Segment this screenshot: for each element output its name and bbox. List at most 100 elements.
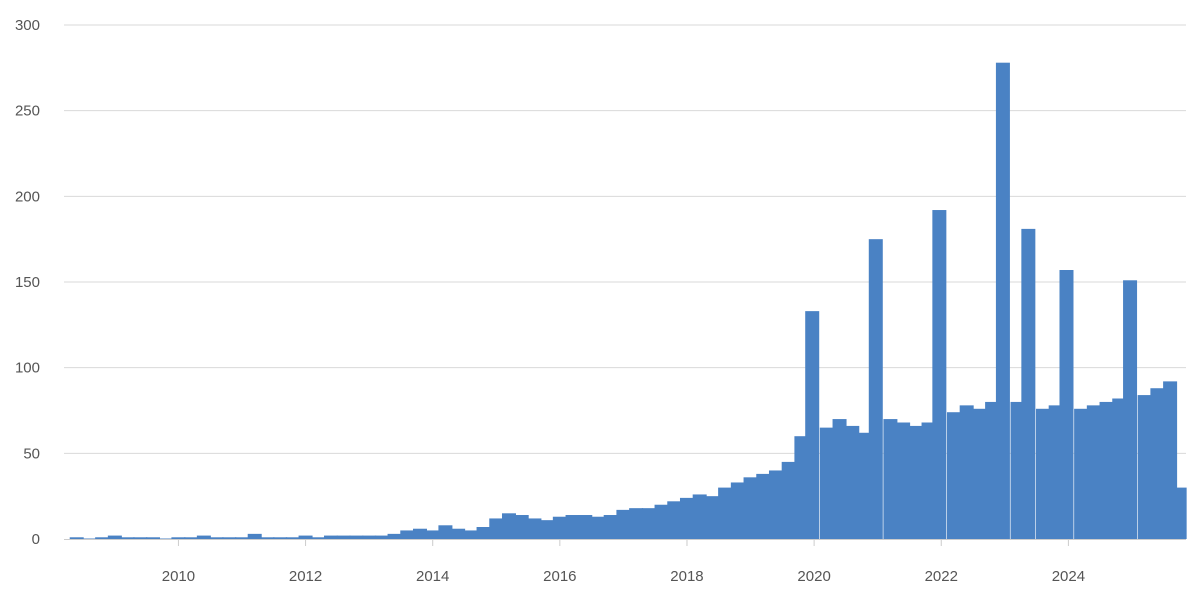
bar — [476, 527, 491, 539]
bar — [133, 537, 148, 539]
bar — [184, 537, 199, 539]
y-tick-label: 150 — [15, 274, 40, 291]
bar — [578, 515, 593, 539]
bar — [1137, 395, 1152, 539]
bar — [107, 535, 122, 539]
bars — [69, 62, 1187, 540]
bar — [298, 535, 313, 539]
bar — [412, 528, 427, 539]
bar — [387, 533, 402, 539]
bar — [374, 535, 389, 539]
bar — [921, 422, 936, 539]
bar — [692, 494, 707, 539]
bar — [805, 311, 820, 539]
bar — [362, 535, 377, 539]
bar — [234, 537, 249, 539]
bar — [1099, 401, 1114, 539]
bar — [756, 473, 771, 539]
x-tick-label: 2022 — [925, 568, 958, 585]
bar — [501, 513, 516, 539]
x-tick-label: 2024 — [1052, 568, 1085, 585]
bar — [209, 537, 224, 539]
y-tick-label: 100 — [15, 360, 40, 377]
bar — [603, 515, 618, 539]
bar — [845, 425, 860, 539]
bar — [705, 496, 720, 539]
bar — [323, 535, 338, 539]
x-tick-label: 2016 — [543, 568, 576, 585]
bar — [883, 419, 898, 539]
bar — [1035, 408, 1050, 539]
bar — [1150, 388, 1165, 539]
bar — [1112, 398, 1127, 539]
bar — [196, 535, 211, 539]
x-axis: 2010 2012 2014 2016 2018 2020 2022 2024 — [162, 539, 1085, 585]
bar — [540, 520, 555, 539]
bar — [285, 537, 300, 539]
bar — [120, 537, 135, 539]
bar — [794, 436, 809, 539]
bar — [972, 408, 987, 539]
bar — [1010, 401, 1025, 539]
x-tick-label: 2014 — [416, 568, 449, 585]
bar — [69, 537, 84, 539]
bar — [247, 533, 262, 539]
bar — [781, 461, 796, 539]
bar — [995, 62, 1010, 540]
bar — [857, 432, 872, 539]
bar — [959, 405, 974, 539]
bar — [463, 530, 478, 539]
bar — [1059, 270, 1074, 539]
bar — [667, 501, 682, 539]
bar — [908, 425, 923, 539]
bar — [718, 487, 733, 539]
bar — [654, 504, 669, 539]
bar — [768, 470, 783, 539]
bar — [565, 515, 580, 539]
bar — [349, 535, 364, 539]
bar — [336, 535, 351, 539]
grid-lines — [64, 24, 1186, 454]
bar — [896, 422, 911, 539]
y-tick-label: 300 — [15, 17, 40, 34]
bar — [1086, 405, 1101, 539]
bar — [743, 477, 758, 539]
bar — [552, 516, 567, 539]
x-tick-label: 2010 — [162, 568, 195, 585]
bar — [311, 537, 326, 539]
y-tick-label: 0 — [32, 531, 40, 548]
x-tick-label: 2020 — [797, 568, 830, 585]
y-tick-label: 250 — [15, 103, 40, 120]
bar — [438, 525, 453, 539]
bar — [158, 538, 173, 539]
bar — [679, 497, 694, 539]
bar — [425, 530, 440, 539]
bar — [868, 239, 883, 539]
bar — [1172, 487, 1187, 539]
bar — [95, 537, 110, 539]
bar — [1048, 405, 1063, 539]
bar — [590, 516, 605, 539]
bar — [273, 537, 288, 539]
bar — [641, 508, 656, 539]
bar — [260, 537, 275, 539]
bar — [1021, 228, 1036, 540]
x-tick-label: 2012 — [289, 568, 322, 585]
bar — [819, 427, 834, 539]
bar — [946, 412, 961, 539]
x-tick-label: 2018 — [670, 568, 703, 585]
bar — [145, 537, 160, 539]
bar — [82, 538, 97, 539]
bar — [629, 508, 644, 539]
y-axis: 0 50 100 150 200 250 300 — [15, 17, 40, 548]
bar — [932, 210, 947, 540]
bar — [832, 419, 847, 539]
bar — [514, 515, 529, 539]
y-tick-label: 200 — [15, 188, 40, 205]
bar — [451, 528, 466, 539]
bar — [527, 518, 542, 539]
bar — [730, 482, 745, 539]
bar — [1123, 280, 1138, 539]
y-tick-label: 50 — [23, 445, 40, 462]
